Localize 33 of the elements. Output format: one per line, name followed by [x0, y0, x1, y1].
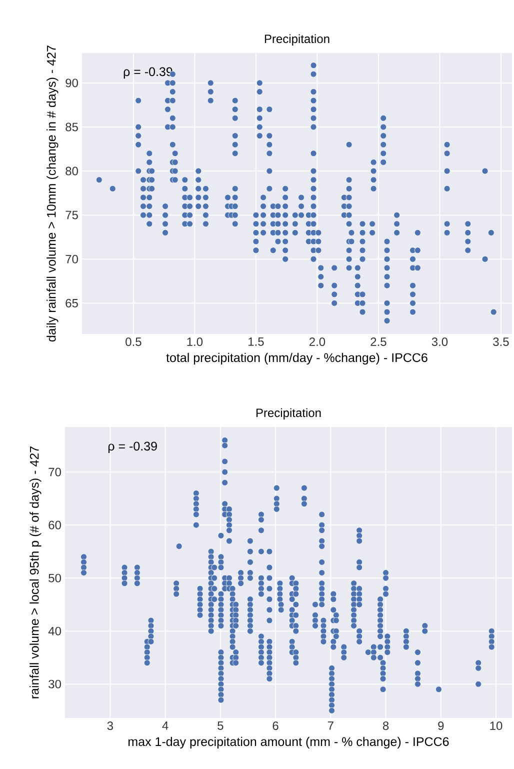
y-tick-label: 75 — [66, 210, 78, 220]
y-tick-label: 60 — [48, 520, 61, 530]
y-tick-label: 85 — [66, 122, 78, 132]
y-tick-label: 80 — [66, 166, 78, 176]
x-tick-label: 8 — [382, 722, 389, 730]
x-tick-label: 1.0 — [187, 338, 203, 346]
x-tick-label: 6 — [272, 722, 278, 730]
annotation: ρ = -0.39 — [108, 442, 157, 454]
chart-title: Precipitation — [264, 34, 330, 46]
y-tick-label: 70 — [48, 468, 61, 476]
x-tick-label: 2.0 — [309, 338, 326, 346]
x-axis-title: max 1-day precipitation amount (mm - % change) - IPCC6 — [128, 736, 449, 749]
x-tick-label: 2.5 — [370, 338, 386, 346]
y-tick-label: 65 — [66, 298, 78, 308]
x-tick-label: 3 — [107, 722, 114, 730]
y-tick-label: 50 — [48, 574, 61, 582]
x-tick-label: 0.5 — [126, 338, 142, 346]
x-tick-label: 10 — [490, 722, 502, 730]
y-tick-label: 30 — [48, 680, 61, 688]
x-axis-title: total precipitation (mm/day - %change) - IPCC6 — [166, 352, 428, 365]
x-tick-label: 3.5 — [493, 338, 509, 346]
x-tick-label: 9 — [438, 722, 444, 730]
y-tick-label: 40 — [48, 626, 61, 636]
y-tick-label: 70 — [66, 254, 78, 264]
chart-title: Precipitation — [256, 408, 321, 420]
y-tick-label: 90 — [66, 78, 78, 88]
x-tick-label: 3.0 — [432, 338, 448, 346]
x-tick-label: 7 — [328, 722, 334, 730]
y-axis-title: daily rainfall volume > 10mm (change in # days) - 427 — [46, 46, 58, 342]
x-tick-label: 1.5 — [248, 338, 264, 346]
x-tick-label: 4 — [162, 722, 168, 730]
y-axis-title: rainfall volume > local 95th p (# of days) - 427 — [30, 446, 42, 698]
x-tick-label: 5 — [218, 722, 224, 730]
